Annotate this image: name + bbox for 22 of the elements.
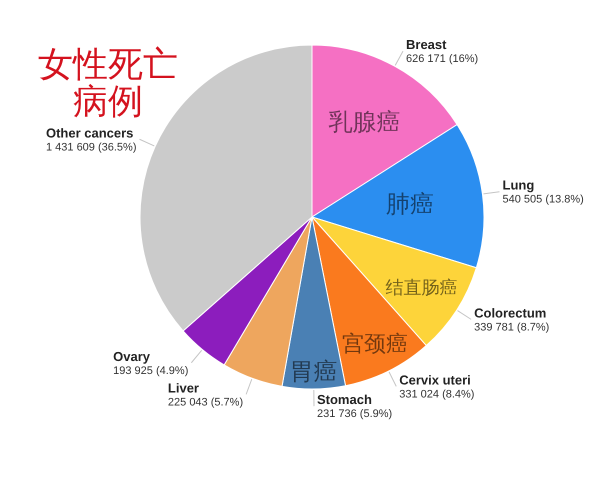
data-label: 540 505 (13.8%) — [502, 194, 584, 206]
text: 乳腺癌 — [328, 108, 400, 136]
data-label: 626 171 (16%) — [406, 53, 478, 66]
slice-label: Breast — [406, 37, 448, 52]
slice-label: Other cancers — [46, 125, 134, 140]
text: 结直肠癌 — [385, 278, 458, 298]
data-label: 1 431 609 (36.5%) — [46, 141, 137, 154]
slice-label: Colorectum — [474, 305, 546, 320]
data-label: 231 736 (5.9%) — [316, 408, 392, 420]
text: 肺癌 — [386, 191, 434, 218]
slice-label: Cervix uteri — [399, 372, 471, 388]
slice-label: Liver — [168, 380, 199, 396]
text: 女性死亡病例 — [38, 45, 178, 122]
data-label: 193 925 (4.9%) — [113, 364, 188, 377]
data-label: 331 024 (8.4%) — [399, 388, 474, 400]
slice-label: Lung — [502, 178, 534, 193]
data-label: 225 043 (5.7%) — [168, 396, 244, 408]
text: 胃癌 — [290, 358, 338, 386]
text: 宫颈癌 — [342, 330, 408, 356]
data-label: 339 781 (8.7%) — [474, 321, 550, 334]
slice-label: Ovary — [113, 348, 151, 364]
slice-label: Stomach — [316, 392, 372, 408]
